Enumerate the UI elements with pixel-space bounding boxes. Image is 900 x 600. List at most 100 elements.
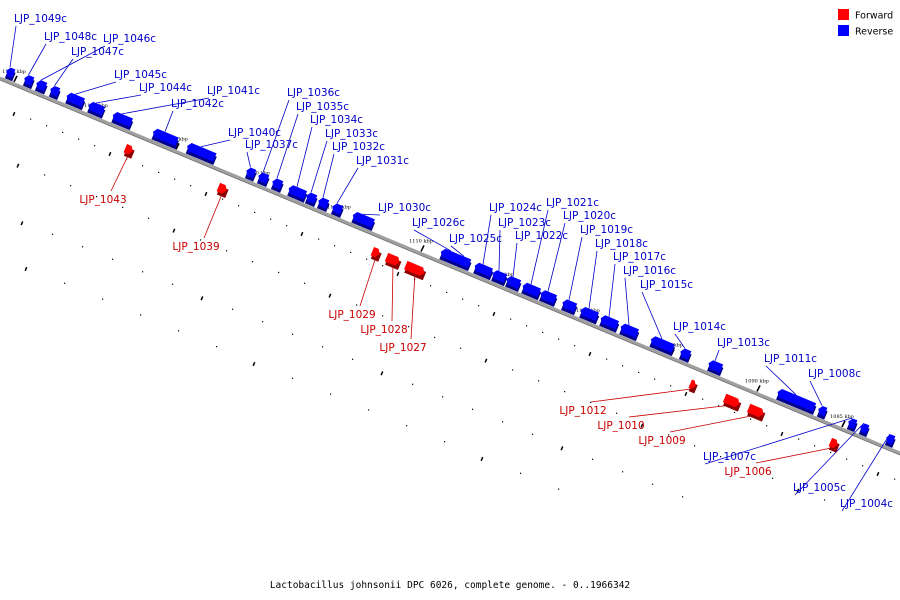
gene-ljp-1040c[interactable]	[184, 142, 218, 166]
gene-ljp-1008c[interactable]	[815, 405, 828, 420]
gene-leader-line	[450, 245, 465, 257]
gene-label-ljp-1023c: LJP_1023c	[498, 217, 551, 229]
gene-ljp-1035c[interactable]	[269, 177, 284, 193]
gene-arrow	[650, 336, 675, 353]
gene-leader-line	[641, 291, 663, 340]
gene-ljp-1007c[interactable]	[845, 417, 858, 433]
gene-ljp-1032c[interactable]	[315, 197, 330, 213]
legend-forward-swatch	[838, 9, 849, 20]
kbp-tick-label: 1090 kbp	[745, 378, 769, 384]
gene-arrow	[580, 306, 600, 322]
gene-ljp-1019c[interactable]	[560, 298, 579, 316]
gene-leader-line	[110, 153, 130, 192]
gene-ljp-1043[interactable]	[122, 144, 135, 159]
gene-label-ljp-1047c: LJP_1047c	[71, 46, 124, 58]
gene-arrow	[306, 192, 318, 204]
gene-ljp-1034c[interactable]	[286, 184, 309, 203]
gene-ljp-1005c[interactable]	[857, 422, 870, 438]
gene-ljp-1045c[interactable]	[64, 92, 87, 111]
gene-leader-line	[568, 236, 583, 301]
gene-label-ljp-1039: LJP_1039	[172, 241, 219, 253]
gene-label-ljp-1048c: LJP_1048c	[44, 31, 97, 43]
gene-arrow	[708, 360, 724, 373]
gene-ljp-1014c[interactable]	[677, 347, 692, 363]
gene-ljp-1016c[interactable]	[618, 322, 641, 342]
gene-ljp-1030c[interactable]	[350, 211, 376, 231]
gene-ljp-1025c[interactable]	[456, 255, 473, 272]
gene-ljp-1044c[interactable]	[86, 101, 107, 119]
gene-ljp-1012[interactable]	[687, 379, 699, 394]
gene-leader-line	[54, 58, 74, 86]
gene-ljp-1048c[interactable]	[21, 74, 35, 90]
gene-leader-line	[765, 365, 797, 395]
gene-ljp-1010[interactable]	[722, 393, 743, 412]
gene-ljp-1006[interactable]	[827, 437, 840, 453]
kbp-tick-label: 1120 kbp	[246, 171, 270, 177]
gene-ljp-1036c[interactable]	[255, 172, 270, 188]
gene-arrow	[288, 185, 308, 200]
gene-leader-line	[310, 140, 328, 193]
gene-arrow	[318, 197, 330, 209]
gene-leader-line	[628, 404, 733, 418]
gene-leader-line	[40, 45, 106, 81]
gene-ljp-1042c[interactable]	[150, 128, 180, 150]
gene-ljp-1039[interactable]	[215, 182, 229, 198]
legend-forward-label: Forward	[855, 11, 893, 22]
gene-label-ljp-1015c: LJP_1015c	[640, 279, 693, 291]
gene-ljp-1023c[interactable]	[490, 269, 509, 287]
gene-label-ljp-1017c: LJP_1017c	[613, 251, 666, 263]
gene-ljp-1029[interactable]	[369, 246, 382, 262]
gene-leader-line	[588, 250, 598, 309]
gene-ljp-1024c[interactable]	[472, 262, 495, 281]
gene-leader-line	[794, 422, 865, 496]
gene-ljp-1021c[interactable]	[520, 282, 543, 301]
gene-ljp-1017c[interactable]	[598, 314, 621, 333]
gene-arrow	[492, 270, 508, 283]
gene-leader-line	[336, 167, 359, 204]
gene-label-ljp-1042c: LJP_1042c	[171, 98, 224, 110]
gene-ljp-1028[interactable]	[384, 252, 403, 270]
kbp-tick-mark	[175, 142, 180, 150]
gene-ljp-1009[interactable]	[746, 403, 767, 422]
gene-label-ljp-1019c: LJP_1019c	[580, 224, 633, 236]
gene-ljp-1037c[interactable]	[243, 166, 257, 182]
gene-ljp-1027[interactable]	[403, 260, 427, 281]
gene-label-ljp-1018c: LJP_1018c	[595, 238, 648, 250]
gene-label-ljp-1032c: LJP_1032c	[332, 141, 385, 153]
gene-ljp-1018c[interactable]	[578, 306, 601, 325]
gene-ljp-1022c[interactable]	[504, 275, 523, 292]
gene-ljp-1004c[interactable]	[883, 433, 896, 448]
gene-ljp-1046c[interactable]	[33, 79, 48, 95]
gene-leader-line	[482, 214, 492, 265]
gene-arrow	[860, 423, 870, 434]
gene-leader-line	[498, 229, 501, 271]
gene-ljp-1011c[interactable]	[775, 388, 818, 415]
gene-label-ljp-1044c: LJP_1044c	[139, 82, 192, 94]
gene-leader-line	[322, 153, 335, 198]
gene-arrow	[722, 393, 740, 408]
gene-ljp-1020c[interactable]	[538, 289, 559, 307]
gene-ljp-1013c[interactable]	[706, 359, 725, 377]
gene-arrow	[440, 248, 463, 265]
gene-arrow	[123, 144, 133, 155]
gene-ljp-1049c[interactable]	[3, 66, 16, 82]
gene-leader-line	[276, 113, 299, 179]
legend-reverse-swatch	[838, 25, 849, 36]
gene-label-ljp-1045c: LJP_1045c	[114, 69, 167, 81]
gene-ljp-1015c[interactable]	[648, 335, 676, 356]
gene-ljp-1047c[interactable]	[47, 85, 61, 100]
gene-leader-line	[669, 414, 757, 433]
gene-ljp-1031c[interactable]	[329, 202, 344, 218]
gene-leader-line	[95, 94, 142, 104]
gene-ljp-1041c[interactable]	[110, 111, 134, 131]
gene-leader-line	[203, 192, 223, 239]
gene-label-ljp-1049c: LJP_1049c	[14, 13, 67, 25]
gene-leader-line	[413, 229, 452, 252]
gene-ljp-1033c[interactable]	[303, 192, 318, 208]
gene-arrow	[50, 85, 61, 97]
gene-ljp-1026c[interactable]	[438, 248, 464, 268]
gene-label-ljp-1026c: LJP_1026c	[412, 217, 465, 229]
gene-arrow	[332, 203, 344, 215]
gene-label-ljp-1033c: LJP_1033c	[325, 128, 378, 140]
gene-arrow	[848, 418, 858, 429]
